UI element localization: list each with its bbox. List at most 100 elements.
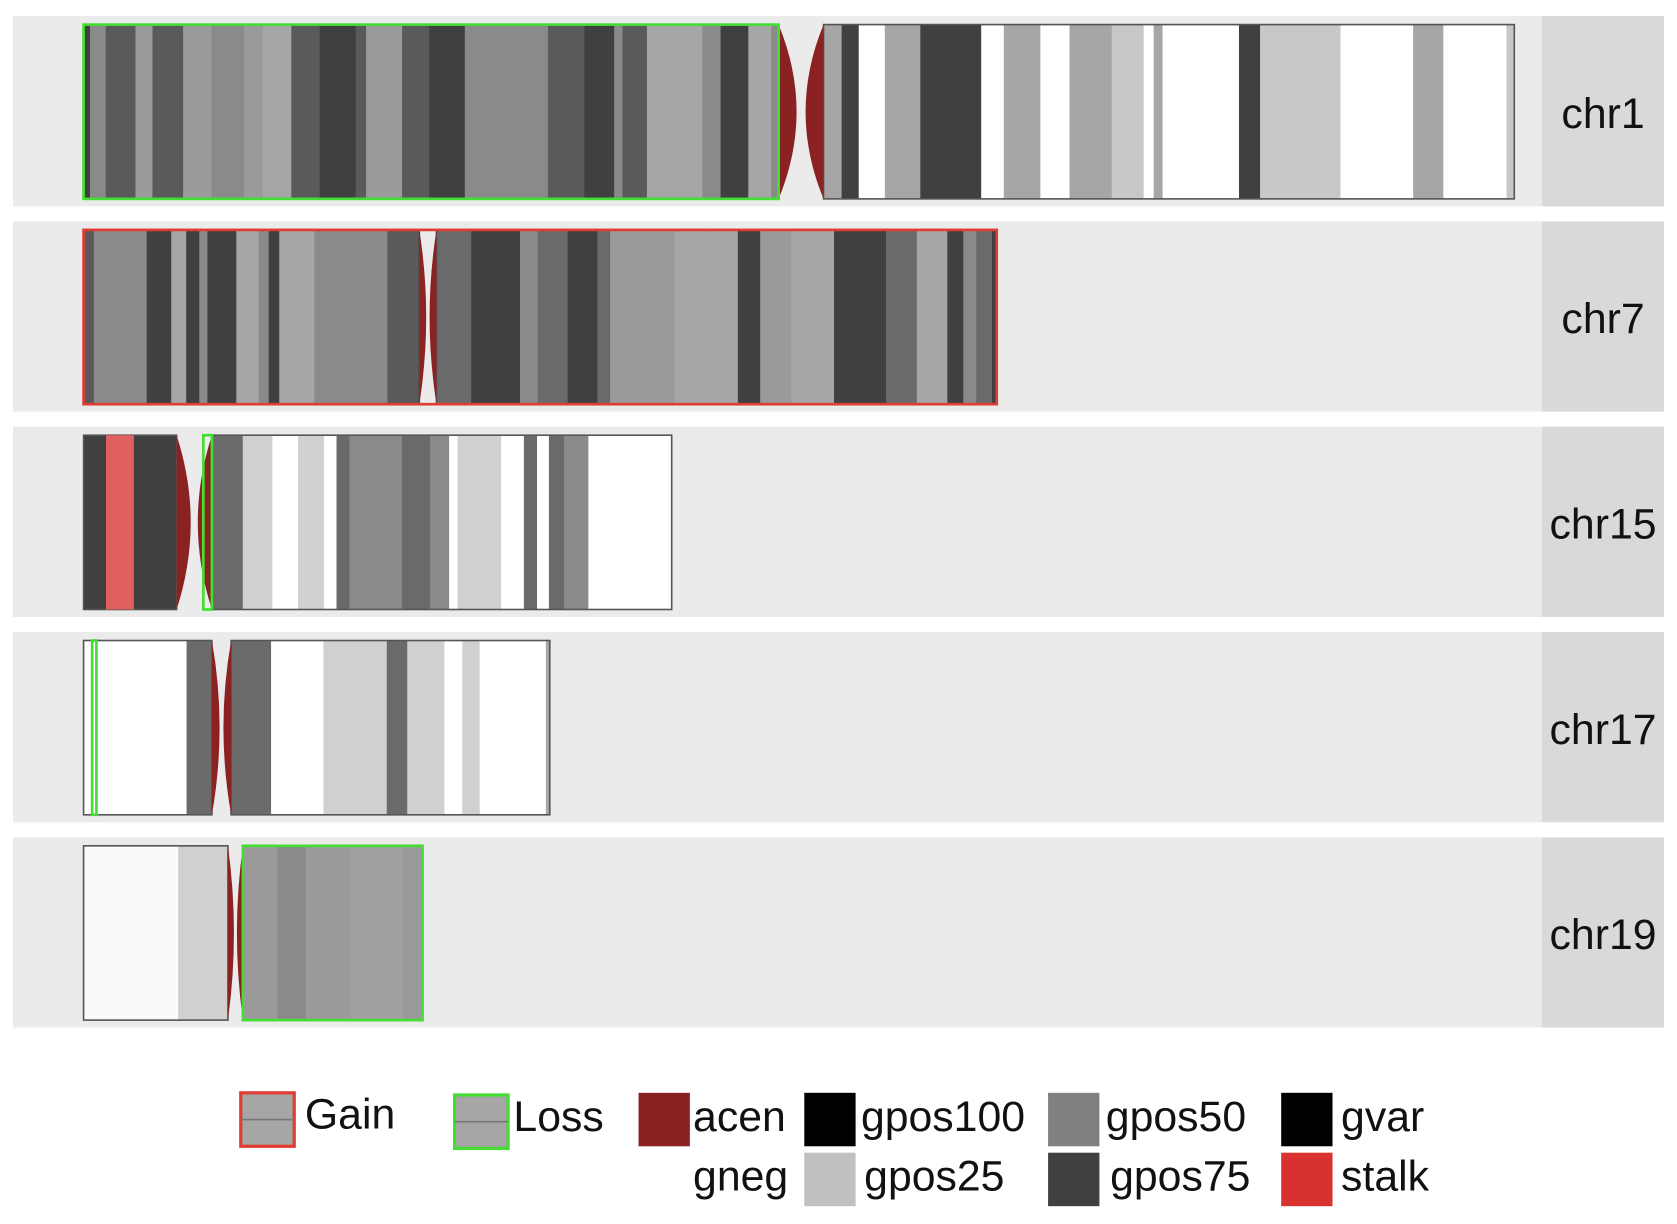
band bbox=[1094, 24, 1113, 199]
band bbox=[545, 640, 551, 815]
band bbox=[516, 24, 529, 199]
band bbox=[1153, 24, 1164, 199]
centromere bbox=[805, 24, 824, 199]
band bbox=[1378, 24, 1388, 199]
band bbox=[288, 435, 299, 610]
band bbox=[295, 640, 324, 815]
band bbox=[160, 435, 178, 610]
legend-swatch bbox=[1048, 1152, 1100, 1207]
legend-label: Gain bbox=[305, 1091, 395, 1139]
band bbox=[146, 229, 172, 405]
band bbox=[1111, 24, 1145, 199]
band bbox=[748, 24, 772, 199]
band bbox=[813, 229, 835, 405]
band bbox=[834, 229, 863, 405]
band bbox=[323, 640, 354, 815]
band bbox=[841, 24, 860, 199]
band bbox=[207, 229, 237, 405]
band bbox=[244, 24, 264, 199]
band bbox=[89, 24, 107, 199]
band bbox=[1371, 24, 1379, 199]
band bbox=[83, 229, 95, 405]
legend-swatch bbox=[804, 1092, 856, 1147]
band bbox=[242, 435, 273, 610]
band bbox=[916, 229, 948, 405]
band bbox=[823, 24, 843, 199]
band bbox=[462, 640, 481, 815]
band bbox=[791, 229, 814, 405]
band bbox=[737, 229, 761, 405]
band bbox=[407, 640, 445, 815]
legend-label: gpos75 bbox=[1110, 1153, 1250, 1201]
band bbox=[537, 229, 569, 405]
band bbox=[1173, 24, 1213, 199]
band bbox=[1003, 24, 1041, 199]
band bbox=[483, 24, 517, 199]
band bbox=[236, 229, 260, 405]
band bbox=[1260, 24, 1272, 199]
band bbox=[83, 435, 93, 610]
centromere bbox=[236, 845, 243, 1021]
band bbox=[648, 229, 676, 405]
band bbox=[248, 640, 272, 815]
band bbox=[584, 24, 615, 199]
legend-label: Loss bbox=[513, 1093, 603, 1141]
panel-strip bbox=[1542, 426, 1664, 617]
band bbox=[97, 640, 130, 815]
band bbox=[1506, 24, 1515, 199]
band bbox=[105, 24, 137, 199]
panel-label: chr17 bbox=[1550, 706, 1657, 754]
band bbox=[1270, 24, 1307, 199]
band bbox=[349, 435, 365, 610]
cnv-outline bbox=[241, 844, 424, 1022]
centromere bbox=[211, 640, 220, 815]
centromere bbox=[419, 229, 427, 405]
band bbox=[152, 24, 184, 199]
band bbox=[178, 845, 203, 1021]
band bbox=[149, 640, 188, 815]
band bbox=[527, 24, 549, 199]
legend-swatch bbox=[638, 1092, 690, 1147]
band bbox=[186, 229, 200, 405]
band bbox=[537, 435, 550, 610]
band bbox=[271, 640, 297, 815]
band bbox=[457, 435, 491, 610]
band bbox=[1340, 24, 1372, 199]
band bbox=[83, 24, 91, 199]
band bbox=[1443, 24, 1473, 199]
band bbox=[564, 435, 589, 610]
band bbox=[547, 24, 585, 199]
centromere bbox=[176, 435, 191, 610]
band bbox=[323, 435, 338, 610]
band bbox=[858, 24, 886, 199]
band bbox=[886, 229, 918, 405]
band bbox=[963, 229, 977, 405]
band bbox=[710, 229, 739, 405]
band bbox=[363, 435, 403, 610]
band bbox=[1040, 24, 1071, 199]
band bbox=[588, 435, 628, 610]
band bbox=[1386, 24, 1414, 199]
centromere bbox=[429, 229, 437, 405]
band bbox=[366, 24, 403, 199]
band bbox=[947, 229, 964, 405]
band bbox=[93, 229, 101, 405]
band bbox=[1069, 24, 1096, 199]
band bbox=[211, 24, 245, 199]
band bbox=[720, 24, 749, 199]
band bbox=[1238, 24, 1261, 199]
band bbox=[262, 24, 292, 199]
band bbox=[976, 229, 993, 405]
band bbox=[1143, 24, 1155, 199]
band bbox=[1471, 24, 1508, 199]
band bbox=[471, 229, 486, 405]
band bbox=[128, 640, 150, 815]
panel-strip bbox=[1542, 837, 1664, 1028]
panel-strip bbox=[1542, 221, 1664, 412]
band bbox=[151, 845, 179, 1021]
legend-swatch bbox=[1281, 1152, 1333, 1207]
band bbox=[479, 640, 510, 815]
legend-label: gneg bbox=[693, 1153, 788, 1201]
band bbox=[646, 435, 654, 610]
